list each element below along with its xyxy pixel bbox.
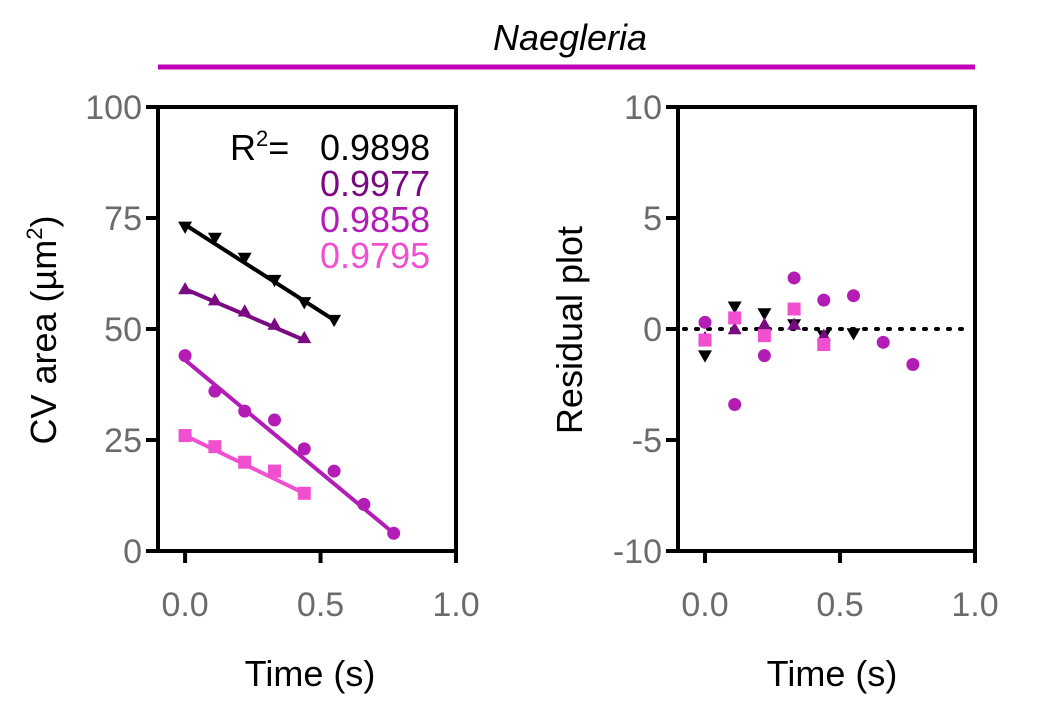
left-y-label-text: CV area (µm (23, 240, 64, 445)
right-point-black (846, 328, 861, 341)
left-point-dark-purple (237, 304, 252, 317)
right-point-dark-purple (757, 317, 772, 330)
right-point-magenta (787, 271, 801, 285)
right-x-tick-label: 0.5 (816, 586, 863, 624)
left-data-marks (178, 221, 401, 540)
left-x-tick-label: 0.5 (297, 586, 344, 624)
left-point-black (297, 297, 312, 310)
fit-line-black (184, 222, 336, 322)
left-y-label-close: ) (23, 215, 64, 227)
left-y-label-sup: 2 (22, 227, 47, 239)
right-point-black (727, 301, 742, 314)
left-point-black (178, 221, 193, 234)
right-point-pink (757, 329, 771, 343)
right-point-magenta (817, 293, 831, 307)
left-y-tick-label: 100 (85, 89, 142, 127)
right-point-magenta (906, 358, 920, 372)
left-y-tick-label: 75 (104, 200, 142, 238)
right-y-tick-label: 5 (643, 200, 662, 238)
r2-label-sup: 2 (256, 126, 268, 151)
r2-label: R2= (230, 126, 289, 168)
left-point-magenta (208, 384, 222, 398)
right-point-dark-purple (816, 328, 831, 341)
area-chart-panel: 0 25 50 75 100 0.0 0.5 1.0 Time (s) CV area (µm… (22, 89, 480, 694)
figure-title: Naegleria (493, 17, 647, 58)
left-point-magenta (297, 442, 311, 456)
left-point-pink (178, 429, 192, 443)
left-point-dark-purple (178, 282, 193, 295)
left-point-dark-purple (297, 330, 312, 344)
left-point-black (237, 252, 252, 265)
right-y-tick-label: -10 (613, 533, 662, 571)
left-point-black (327, 314, 342, 328)
left-point-magenta (387, 526, 401, 540)
right-y-tick-label: 0 (643, 311, 662, 349)
right-point-pink (817, 338, 831, 352)
left-point-black (267, 274, 282, 288)
left-point-magenta (178, 349, 192, 363)
residual-chart-panel: -10 -5 0 5 10 0.0 0.5 1.0 Time (s) Residual plo… (549, 89, 999, 694)
r2-label-r: R (230, 127, 256, 168)
right-point-magenta (728, 397, 742, 411)
left-point-pink (208, 440, 222, 454)
right-y-axis-label: Residual plot (549, 226, 590, 434)
right-x-axis-label: Time (s) (767, 653, 898, 694)
right-point-magenta (876, 335, 890, 349)
left-y-tick-label: 0 (123, 533, 142, 571)
left-axes: 0 25 50 75 100 0.0 0.5 1.0 (85, 89, 479, 624)
r2-value-magenta: 0.9858 (320, 199, 430, 240)
right-point-dark-purple (727, 322, 742, 335)
r2-value-pink: 0.9795 (320, 235, 430, 276)
r2-value-dark-purple: 0.9977 (320, 163, 430, 204)
left-point-dark-purple (207, 293, 222, 306)
right-y-tick-label: 10 (624, 89, 662, 127)
right-point-pink (728, 311, 742, 325)
r2-value-black: 0.9898 (320, 127, 430, 168)
left-point-magenta (267, 413, 281, 427)
left-y-tick-label: 25 (104, 422, 142, 460)
left-point-pink (238, 455, 252, 469)
right-data-marks (698, 271, 920, 411)
left-point-magenta (238, 404, 252, 418)
right-point-magenta (698, 315, 712, 329)
left-x-tick-label: 0.0 (161, 586, 208, 624)
right-point-magenta (757, 349, 771, 363)
left-point-pink (267, 464, 281, 478)
right-point-pink (787, 302, 801, 316)
left-point-magenta (327, 464, 341, 478)
right-y-tick-label: -5 (632, 422, 662, 460)
left-point-black (207, 232, 222, 245)
r2-label-eq: = (268, 127, 289, 168)
left-x-axis-label: Time (s) (245, 653, 376, 694)
left-y-axis-label: CV area (µm2) (22, 215, 64, 444)
right-point-pink (698, 333, 712, 347)
left-point-magenta (357, 497, 371, 511)
left-y-tick-label: 50 (104, 311, 142, 349)
right-x-tick-label: 1.0 (951, 586, 998, 624)
left-point-dark-purple (267, 317, 282, 330)
left-x-tick-label: 1.0 (432, 586, 479, 624)
left-point-pink (297, 486, 311, 500)
right-point-magenta (847, 289, 860, 303)
right-x-tick-label: 0.0 (681, 586, 728, 624)
right-point-black (698, 350, 712, 363)
right-point-black (757, 308, 772, 321)
right-point-dark-purple (787, 317, 802, 330)
right-axes: -10 -5 0 5 10 0.0 0.5 1.0 (613, 89, 999, 624)
